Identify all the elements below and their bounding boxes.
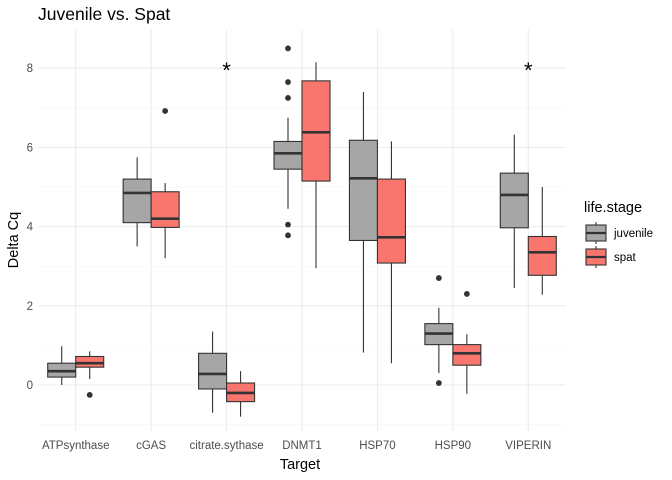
box-body <box>198 352 228 390</box>
box-spat-HSP70 <box>376 141 406 364</box>
y-tick-label: 4 <box>27 222 34 234</box>
x-tick-label: VIPERIN <box>505 440 551 452</box>
box-spat-citrate.sythase <box>226 371 256 417</box>
box-juvenile-cGAS <box>122 157 152 247</box>
y-tick-label: 6 <box>27 142 33 154</box>
x-tick-label: HSP70 <box>359 440 395 452</box>
outlier-point <box>285 45 291 52</box>
outlier-point <box>285 79 291 85</box>
box-body <box>527 235 557 276</box>
box-juvenile-DNMT1 <box>273 45 303 239</box>
legend-items: juvenile spat <box>585 222 653 268</box>
box-body <box>122 178 152 224</box>
chart-title: Juvenile vs. Spat <box>38 4 170 24</box>
box-juvenile-VIPERIN <box>499 134 529 288</box>
x-tick-label: citrate.sythase <box>189 440 263 452</box>
x-tick-label: cGAS <box>136 440 166 452</box>
legend: life.stage juvenile spat <box>584 200 653 268</box>
y-tick-label: 0 <box>27 380 33 392</box>
box-body <box>499 172 529 229</box>
box-body <box>301 80 331 182</box>
y-axis-title: Delta Cq <box>6 212 22 268</box>
box-spat-HSP90 <box>452 291 482 394</box>
outlier-point <box>162 108 169 114</box>
box-body <box>452 344 482 366</box>
x-tick-label: HSP90 <box>435 440 471 452</box>
x-axis-ticks: ATPsynthase cGAS citrate.sythase DNMT1 HSP70… <box>42 440 551 452</box>
outlier-point <box>285 95 291 101</box>
outlier-point <box>435 275 442 281</box>
legend-item-juvenile: juvenile <box>585 222 653 244</box>
box-spat-VIPERIN <box>527 187 557 295</box>
boxes <box>47 45 557 417</box>
x-axis-title: Target <box>280 457 320 473</box>
significance-star: * <box>222 58 231 83</box>
y-axis-ticks: 0 2 4 6 8 <box>27 63 34 392</box>
box-body <box>150 191 180 228</box>
outlier-point <box>463 291 470 297</box>
legend-label: juvenile <box>613 228 653 240</box>
outlier-point <box>285 232 291 239</box>
box-juvenile-ATPsynthase <box>47 346 77 385</box>
box-spat-cGAS <box>150 108 180 259</box>
box-juvenile-citrate.sythase <box>198 331 228 413</box>
outlier-point <box>435 380 442 386</box>
box-spat-ATPsynthase <box>75 351 105 398</box>
box-spat-DNMT1 <box>301 62 331 269</box>
box-juvenile-HSP70 <box>348 91 378 353</box>
y-tick-label: 8 <box>27 63 33 75</box>
legend-label: spat <box>614 252 637 264</box>
box-body <box>348 139 378 242</box>
legend-item-spat: spat <box>585 246 637 268</box>
outlier-point <box>86 392 93 398</box>
outlier-point <box>285 221 291 228</box>
significance-marks: * * <box>222 58 533 83</box>
y-tick-label: 2 <box>27 301 33 313</box>
box-body <box>376 178 406 264</box>
box-body <box>273 140 303 170</box>
significance-star: * <box>524 58 533 83</box>
box-body <box>75 355 105 368</box>
x-tick-label: DNMT1 <box>282 440 322 452</box>
box-juvenile-HSP90 <box>424 275 454 386</box>
x-tick-label: ATPsynthase <box>42 440 110 452</box>
legend-title: life.stage <box>584 200 642 216</box>
